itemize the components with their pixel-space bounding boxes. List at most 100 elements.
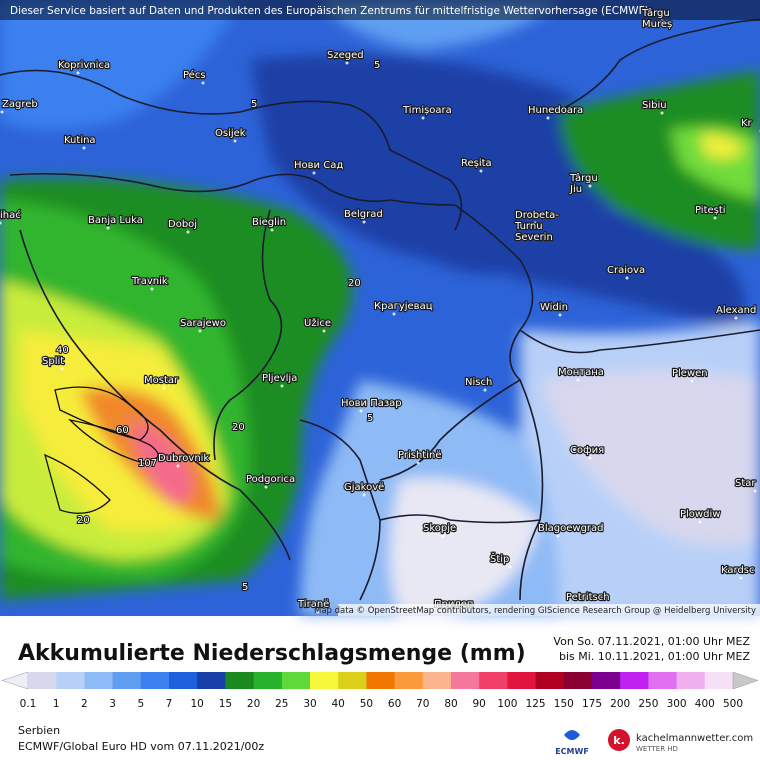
contour-label: 20 xyxy=(232,422,245,433)
city-label: Нови Пазар xyxy=(341,398,402,409)
city-dot xyxy=(201,81,205,85)
contour-label: 5 xyxy=(374,60,380,71)
city-dot xyxy=(421,116,425,120)
city-label: Osijek xyxy=(215,128,246,139)
legend-label: 250 xyxy=(638,698,658,710)
legend-swatch xyxy=(225,672,254,689)
city-label: Banja Luka xyxy=(88,215,143,226)
city-dot xyxy=(312,171,316,175)
legend-swatch xyxy=(704,672,734,689)
city-dot xyxy=(233,139,237,143)
city-dot xyxy=(416,461,420,465)
legend-swatch xyxy=(620,672,649,689)
city-dot xyxy=(176,464,180,468)
site-name: kachelmannwetter.com xyxy=(636,733,753,744)
city-dot xyxy=(345,61,349,65)
city-dot xyxy=(690,379,694,383)
legend-label: 2 xyxy=(81,698,88,710)
legend-label: 5 xyxy=(137,698,144,710)
legend-label: 500 xyxy=(723,698,743,710)
legend-label: 50 xyxy=(360,698,373,710)
ecmwf-text: ECMWF xyxy=(555,747,589,756)
contour-label: 20 xyxy=(77,515,90,526)
city-dot xyxy=(588,456,592,460)
city-label: Drobeta-Turnu Severin xyxy=(514,210,559,243)
legend-swatch xyxy=(281,672,311,689)
city-dot xyxy=(660,19,664,23)
city-label: ihać xyxy=(0,209,21,221)
city-label: Hunedoara xyxy=(528,105,583,116)
legend-swatch xyxy=(676,672,706,689)
legend-swatch xyxy=(140,672,170,689)
legend-swatch xyxy=(112,672,142,689)
legend-label: 125 xyxy=(526,698,546,710)
city-label: Kr xyxy=(741,118,753,129)
legend-swatch xyxy=(451,672,480,689)
legend-label: 3 xyxy=(109,698,116,710)
city-dot xyxy=(734,316,738,320)
city-dot xyxy=(186,230,190,234)
legend-label: 60 xyxy=(388,698,401,710)
legend-label: 15 xyxy=(219,698,232,710)
city-label: Travnik xyxy=(131,276,168,287)
city-label-line: Severin xyxy=(515,232,553,243)
city-dot xyxy=(198,329,202,333)
city-label: Timișoara xyxy=(402,105,452,116)
city-label: Kardsc xyxy=(721,565,755,576)
legend-swatch xyxy=(169,672,198,689)
borders xyxy=(0,19,760,601)
contour-label: 20 xyxy=(348,278,361,289)
city-label: Blagoewgrad xyxy=(538,523,604,534)
legend-label: 30 xyxy=(303,698,316,710)
city-label: Podgorica xyxy=(246,474,295,485)
legend-label: 7 xyxy=(166,698,173,710)
legend-label: 10 xyxy=(191,698,204,710)
city-label: Târgu Mureș xyxy=(641,7,672,30)
banner-text: Dieser Service basiert auf Daten und Pro… xyxy=(10,5,649,17)
city-dot xyxy=(150,287,154,291)
legend-label: 80 xyxy=(444,698,457,710)
city-dot xyxy=(625,276,629,280)
city-dot xyxy=(739,576,743,580)
city-dot xyxy=(483,388,487,392)
city-dot xyxy=(316,610,320,614)
city-label: Prishtinë xyxy=(398,450,441,461)
contour-label: 5 xyxy=(242,582,248,593)
legend-swatch xyxy=(84,672,113,689)
city-dot xyxy=(660,111,664,115)
attribution: Map data © OpenStreetMap contributors, r… xyxy=(314,606,756,616)
city-dot xyxy=(76,71,80,75)
city-dot xyxy=(162,386,166,390)
legend-swatch xyxy=(394,672,424,689)
city-label: Craiova xyxy=(607,265,645,276)
legend: 0.1 1 2 3 5 7 10 15 20 25 30 40 50 60 70 80 90 100 125 150 1… xyxy=(1,671,759,710)
legend-swatch xyxy=(56,672,85,689)
model-info: ECMWF/Global Euro HD vom 07.11.2021/00z xyxy=(18,740,264,753)
city-dot xyxy=(270,228,274,232)
legend-swatch xyxy=(253,672,283,689)
site-logo: k. kachelmannwetter.com WETTER HD xyxy=(608,729,753,753)
legend-label: 40 xyxy=(332,698,345,710)
city-label-line: Jiu xyxy=(569,184,582,195)
city-dot xyxy=(558,313,562,317)
city-label: Plowdiw xyxy=(680,509,720,520)
city-dot xyxy=(392,312,396,316)
legend-swatch xyxy=(535,672,565,689)
legend-swatch xyxy=(592,672,621,689)
legend-label: 150 xyxy=(554,698,574,710)
city-dot xyxy=(362,220,366,224)
legend-label: 200 xyxy=(610,698,630,710)
city-label: Alexand xyxy=(716,305,756,316)
city-label: Skopje xyxy=(423,523,456,534)
legend-label: 300 xyxy=(667,698,687,710)
region: Serbien xyxy=(18,724,60,737)
city-dot xyxy=(441,534,445,538)
legend-label: 1 xyxy=(53,698,60,710)
attribution-bg xyxy=(338,604,760,616)
city-label: Zagreb xyxy=(2,99,38,110)
city-label: Dubrovnik xyxy=(158,453,209,464)
city-dot xyxy=(0,110,4,114)
city-label: Sibiu xyxy=(642,100,667,111)
